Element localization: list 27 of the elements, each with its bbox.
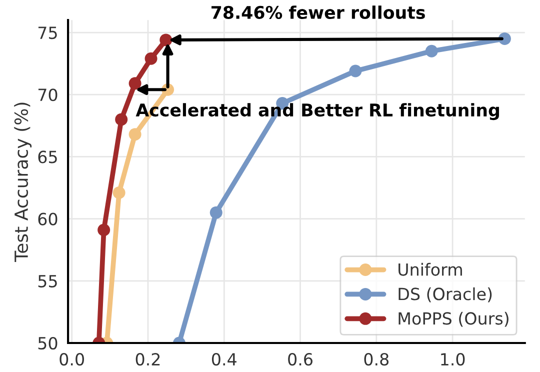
point <box>112 186 126 199</box>
x-tick-label: 0.4 <box>212 353 236 366</box>
x-tick-label: 0.0 <box>60 353 84 366</box>
point <box>210 206 222 219</box>
text: 78.46% fewer rollouts <box>212 6 425 20</box>
y-tick-label: 70 <box>38 88 58 102</box>
point <box>160 34 172 46</box>
point <box>128 128 142 141</box>
point <box>144 52 158 65</box>
point <box>425 44 438 58</box>
legend-label: DS (Oracle) <box>398 287 492 302</box>
y-tick-label: 60 <box>38 212 58 226</box>
y-tick-label: 50 <box>38 336 58 350</box>
x-tick-label: 0.2 <box>136 353 160 366</box>
y-tick-label: 55 <box>38 275 57 288</box>
point <box>128 77 142 90</box>
legend-label: Uniform <box>398 262 462 276</box>
x-tick-label: 1.0 <box>441 353 465 366</box>
x-tick-label: 0.6 <box>288 353 312 366</box>
point <box>349 64 362 78</box>
legend-label: MoPPS (Ours) <box>398 312 508 327</box>
point <box>115 113 128 126</box>
x-tick-label: 0.8 <box>364 353 389 366</box>
y-tick-label: 65 <box>38 150 57 164</box>
y-axis-title: Test Accuracy (%) <box>14 102 32 262</box>
y-tick-label: 75 <box>38 26 57 40</box>
annotation: Accelerated and Better RL finetuning <box>136 103 499 120</box>
